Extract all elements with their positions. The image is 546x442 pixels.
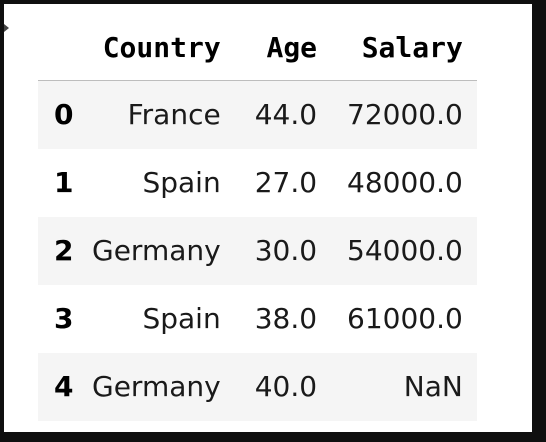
cell-age: 30.0 xyxy=(254,234,318,267)
cell-age: 27.0 xyxy=(254,166,318,199)
table-row: 4 Germany 40.0 NaN xyxy=(38,352,477,421)
dataframe-table: Country Age Salary 0 France 44.0 72000.0… xyxy=(38,14,477,421)
column-header-salary: Salary xyxy=(331,14,477,81)
row-index: 1 xyxy=(54,166,74,199)
table-row: 3 Spain 38.0 61000.0 xyxy=(38,285,477,353)
row-index: 0 xyxy=(54,98,74,132)
table-row: 0 France 44.0 72000.0 xyxy=(38,80,477,149)
cell-country: Spain xyxy=(142,166,221,199)
table-body: 0 France 44.0 72000.0 1 Spain 27.0 48000… xyxy=(38,80,477,421)
cell-country: Germany xyxy=(92,234,221,267)
cell-salary: NaN xyxy=(403,370,463,403)
table-header: Country Age Salary xyxy=(38,14,477,81)
row-index: 4 xyxy=(54,370,74,403)
cell-age: 44.0 xyxy=(254,98,318,132)
cell-salary: 72000.0 xyxy=(347,98,463,132)
cell-salary: 61000.0 xyxy=(347,302,463,335)
table-row: 2 Germany 30.0 54000.0 xyxy=(38,216,477,285)
cell-age: 40.0 xyxy=(254,370,318,403)
column-header-age: Age xyxy=(234,14,332,81)
index-column-header xyxy=(38,14,88,81)
cell-salary: 48000.0 xyxy=(347,166,463,199)
row-index: 3 xyxy=(54,302,74,335)
column-header-country: Country xyxy=(88,14,235,81)
cell-country: Spain xyxy=(142,302,221,335)
cell-country: France xyxy=(127,98,221,132)
collapse-arrow-icon[interactable] xyxy=(4,24,9,32)
row-index: 2 xyxy=(54,234,74,267)
cell-salary: 54000.0 xyxy=(347,234,463,267)
cell-age: 38.0 xyxy=(254,302,318,335)
table-row: 1 Spain 27.0 48000.0 xyxy=(38,149,477,217)
header-row: Country Age Salary xyxy=(38,14,477,81)
cell-country: Germany xyxy=(92,370,221,403)
dataframe-output-frame: Country Age Salary 0 France 44.0 72000.0… xyxy=(4,4,532,432)
